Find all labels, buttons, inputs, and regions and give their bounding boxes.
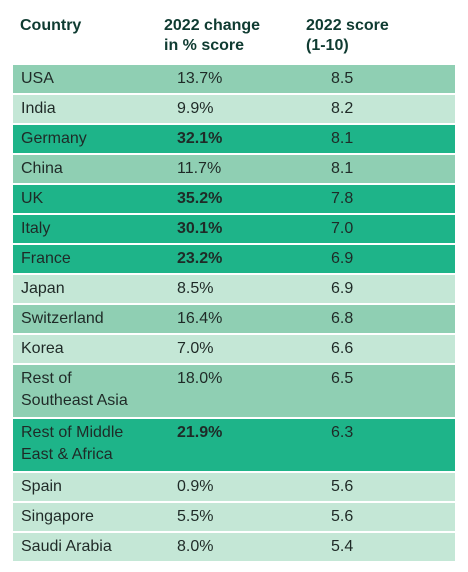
country-cell: Germany xyxy=(21,130,87,147)
table-row: Saudi Arabia 8.0% 5.4 xyxy=(13,533,455,561)
country-cell: France xyxy=(21,250,71,267)
change-cell: 32.1% xyxy=(177,130,223,147)
country-cell: Rest of Middle East & Africa xyxy=(21,424,124,463)
score-cell: 7.8 xyxy=(331,190,354,207)
score-cell: 6.9 xyxy=(331,250,354,267)
country-cell: India xyxy=(21,100,56,117)
country-cell: Saudi Arabia xyxy=(21,538,112,555)
score-cell: 7.0 xyxy=(331,220,354,237)
table-row: Spain 0.9% 5.6 xyxy=(13,473,455,501)
country-cell: Switzerland xyxy=(21,310,104,327)
table-row: Switzerland 16.4% 6.8 xyxy=(13,305,455,333)
table-row: USA 13.7% 8.5 xyxy=(13,65,455,93)
table-row: Rest of Middle East & Africa 21.9% 6.3 xyxy=(13,419,455,471)
change-cell: 16.4% xyxy=(177,310,223,327)
change-cell: 11.7% xyxy=(177,160,222,177)
score-cell: 6.5 xyxy=(331,370,354,387)
country-cell: China xyxy=(21,160,63,177)
score-cell: 8.2 xyxy=(331,100,354,117)
country-cell: Spain xyxy=(21,478,62,495)
country-cell: Japan xyxy=(21,280,65,297)
score-cell: 5.6 xyxy=(331,508,354,525)
table-row: China 11.7% 8.1 xyxy=(13,155,455,183)
country-cell: UK xyxy=(21,190,44,207)
change-cell: 30.1% xyxy=(177,220,223,237)
change-cell: 13.7% xyxy=(177,70,223,87)
change-cell: 8.0% xyxy=(177,538,214,555)
score-cell: 6.8 xyxy=(331,310,354,327)
change-cell: 5.5% xyxy=(177,508,214,525)
data-table: USA 13.7% 8.5 India 9.9% 8.2 Germany 32.1% 8.1 Ch… xyxy=(13,63,455,563)
table-row: Singapore 5.5% 5.6 xyxy=(13,503,455,531)
change-cell: 21.9% xyxy=(177,424,223,441)
table-row: Rest of Southeast Asia 18.0% 6.5 xyxy=(13,365,455,417)
change-cell: 35.2% xyxy=(177,190,223,207)
score-cell: 5.6 xyxy=(331,478,354,495)
table-row: UK 35.2% 7.8 xyxy=(13,185,455,213)
score-cell: 8.1 xyxy=(331,160,354,177)
change-cell: 8.5% xyxy=(177,280,214,297)
table-row: Italy 30.1% 7.0 xyxy=(13,215,455,243)
table-row: Germany 32.1% 8.1 xyxy=(13,125,455,153)
table-row: Korea 7.0% 6.6 xyxy=(13,335,455,363)
country-cell: Singapore xyxy=(21,508,94,525)
score-cell: 8.1 xyxy=(331,130,354,147)
country-cell: Italy xyxy=(21,220,51,237)
table-row: Japan 8.5% 6.9 xyxy=(13,275,455,303)
score-cell: 8.5 xyxy=(331,70,354,87)
score-cell: 6.3 xyxy=(331,424,354,441)
table-row: India 9.9% 8.2 xyxy=(13,95,455,123)
change-cell: 18.0% xyxy=(177,370,223,387)
score-cell: 6.9 xyxy=(331,280,354,297)
table-row: France 23.2% 6.9 xyxy=(13,245,455,273)
country-cell: Rest of Southeast Asia xyxy=(21,370,128,409)
change-cell: 0.9% xyxy=(177,478,214,495)
score-cell: 5.4 xyxy=(331,538,354,555)
table-body: USA 13.7% 8.5 India 9.9% 8.2 Germany 32.1% 8.1 Ch… xyxy=(13,65,455,561)
country-cell: USA xyxy=(21,70,54,87)
score-cell: 6.6 xyxy=(331,340,354,357)
country-cell: Korea xyxy=(21,340,64,357)
header-country: Country xyxy=(20,17,82,34)
change-cell: 23.2% xyxy=(177,250,223,267)
change-cell: 9.9% xyxy=(177,100,214,117)
table-header: Country 2022 change in % score 2022 scor… xyxy=(0,0,468,62)
header-score: 2022 score (1-10) xyxy=(306,17,389,54)
change-cell: 7.0% xyxy=(177,340,214,357)
header-change: 2022 change in % score xyxy=(164,17,261,54)
